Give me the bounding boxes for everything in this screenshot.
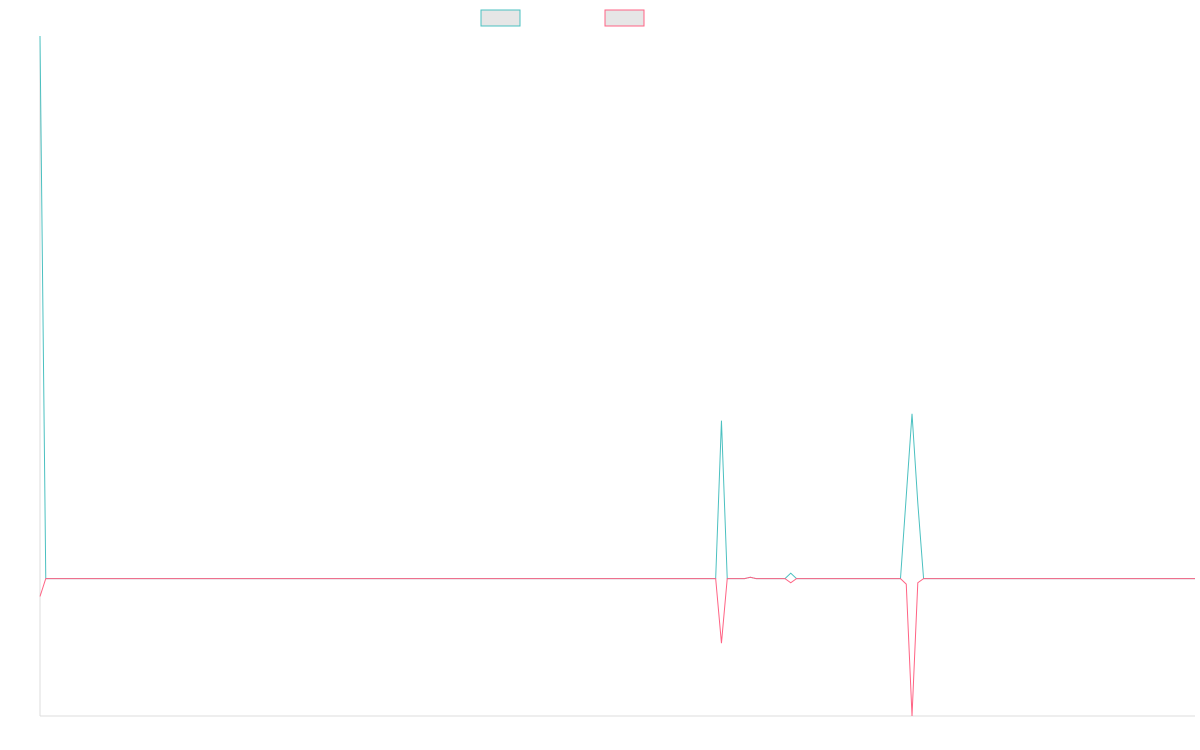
series-line-1 [39, 35, 1195, 580]
series-layer [39, 35, 1195, 717]
legend [480, 9, 645, 27]
series-line-2 [39, 576, 1195, 717]
legend-swatch-2[interactable] [604, 9, 645, 27]
legend-swatch-1[interactable] [480, 9, 521, 27]
